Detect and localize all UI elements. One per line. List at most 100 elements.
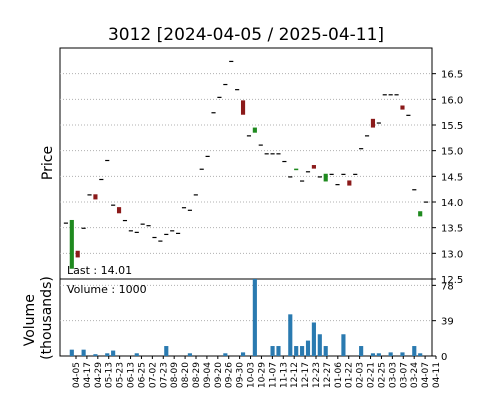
candle xyxy=(311,165,316,169)
x-tick-label: 04-11 xyxy=(432,362,442,388)
chart-title: 3012 [2024-04-05 / 2025-04-11] xyxy=(108,25,384,45)
volume-bar xyxy=(400,352,405,356)
price-grid xyxy=(60,73,432,254)
candle xyxy=(81,227,86,229)
price-y-axis: 12.5 13.0 13.5 14.0 14.5 15.0 15.5 16.0 16.5 xyxy=(432,70,463,286)
volume-bar xyxy=(317,334,322,356)
price-tick-label: 13.0 xyxy=(441,249,463,260)
x-tick-label: 05-13 xyxy=(105,362,115,388)
date-x-axis: 04-05 04-17 04-29 05-13 05-23 06-13 06-25 07-02… xyxy=(72,356,442,388)
candle xyxy=(382,94,387,96)
x-tick-label: 11-07 xyxy=(268,362,278,388)
candle xyxy=(341,173,346,175)
x-tick-label: 08-29 xyxy=(192,362,202,388)
volume-bar xyxy=(276,346,281,356)
price-tick-label: 12.5 xyxy=(441,275,463,286)
candle xyxy=(211,112,216,114)
price-tick-label: 15.0 xyxy=(441,147,463,158)
candle xyxy=(359,148,364,150)
price-tick-label: 16.0 xyxy=(441,95,463,106)
x-tick-label: 12-12 xyxy=(290,362,300,388)
candle xyxy=(111,204,116,206)
candle xyxy=(170,230,175,232)
volume-bar xyxy=(370,353,376,356)
volume-bar xyxy=(418,353,423,356)
x-tick-label: 12-23 xyxy=(312,362,322,388)
volume-bar xyxy=(134,353,139,356)
volume-bar xyxy=(270,346,275,356)
volume-panel: 0 39 78 Volume : 1000 Volume (thousands) xyxy=(22,276,454,363)
x-tick-label: 02-21 xyxy=(367,362,377,388)
x-tick-label: 03-07 xyxy=(399,362,409,388)
candle xyxy=(353,173,358,175)
candle xyxy=(87,194,92,196)
x-tick-label: 12-27 xyxy=(323,362,333,388)
x-tick-label: 12-17 xyxy=(301,362,311,388)
candle xyxy=(187,209,192,211)
volume-bar xyxy=(412,346,417,356)
candle xyxy=(240,100,246,115)
candle xyxy=(300,180,305,182)
volume-bar xyxy=(300,346,305,356)
x-tick-label: 03-24 xyxy=(410,362,420,388)
candle xyxy=(288,176,293,178)
candle xyxy=(394,94,399,96)
candle xyxy=(400,105,405,110)
volume-tick-label: 39 xyxy=(441,317,454,328)
x-tick-label: 07-23 xyxy=(159,362,169,388)
volume-bar xyxy=(341,334,346,356)
x-tick-label: 11-13 xyxy=(279,362,289,388)
candle xyxy=(282,160,287,163)
volume-bar xyxy=(69,349,74,356)
volume-tick-label: 0 xyxy=(441,352,447,363)
volume-bar xyxy=(359,346,364,356)
candle xyxy=(75,250,80,258)
x-tick-label: 04-07 xyxy=(421,362,431,388)
volume-bar xyxy=(311,322,316,356)
candle xyxy=(128,230,133,232)
candles xyxy=(63,60,429,269)
candle xyxy=(406,114,411,116)
x-tick-label: 02-03 xyxy=(356,362,366,388)
candle xyxy=(235,89,240,91)
x-tick-label: 01-22 xyxy=(345,362,355,388)
candle xyxy=(229,60,234,63)
candle xyxy=(329,173,334,175)
candle xyxy=(323,173,328,182)
candle xyxy=(199,168,204,170)
x-tick-label: 01-06 xyxy=(334,362,344,388)
price-panel-frame xyxy=(59,47,433,280)
x-tick-label: 06-13 xyxy=(127,362,137,388)
price-tick-label: 14.0 xyxy=(441,198,463,209)
candle xyxy=(347,180,352,186)
candle xyxy=(63,222,68,224)
candle xyxy=(181,207,187,209)
candle xyxy=(134,231,139,233)
volume-bar xyxy=(294,346,299,356)
candle xyxy=(164,233,169,236)
price-panel: 12.5 13.0 13.5 14.0 14.5 15.0 15.5 16.0 16.5 Las… xyxy=(40,47,463,286)
volume-bar xyxy=(288,314,293,356)
candle xyxy=(176,232,181,234)
price-axis-label: Price xyxy=(40,146,56,180)
candle xyxy=(105,159,110,162)
x-tick-label: 10-03 xyxy=(247,362,257,388)
volume-bar xyxy=(240,352,246,356)
volume-bar xyxy=(111,350,116,356)
x-tick-label: 08-20 xyxy=(181,362,191,388)
candle xyxy=(270,153,275,155)
candle xyxy=(376,122,381,124)
x-tick-label: 09-26 xyxy=(225,362,235,388)
volume-bar xyxy=(323,346,328,356)
volume-axis-label: Volume (thousands) xyxy=(22,276,55,360)
candle xyxy=(69,219,74,269)
candle xyxy=(264,153,269,155)
x-tick-label: 05-23 xyxy=(116,362,126,388)
x-tick-label: 10-29 xyxy=(257,362,267,388)
volume-annotation: Volume : 1000 xyxy=(67,283,147,296)
volume-bar xyxy=(164,346,169,356)
candle xyxy=(140,223,145,225)
last-price-annotation: Last : 14.01 xyxy=(67,264,132,277)
